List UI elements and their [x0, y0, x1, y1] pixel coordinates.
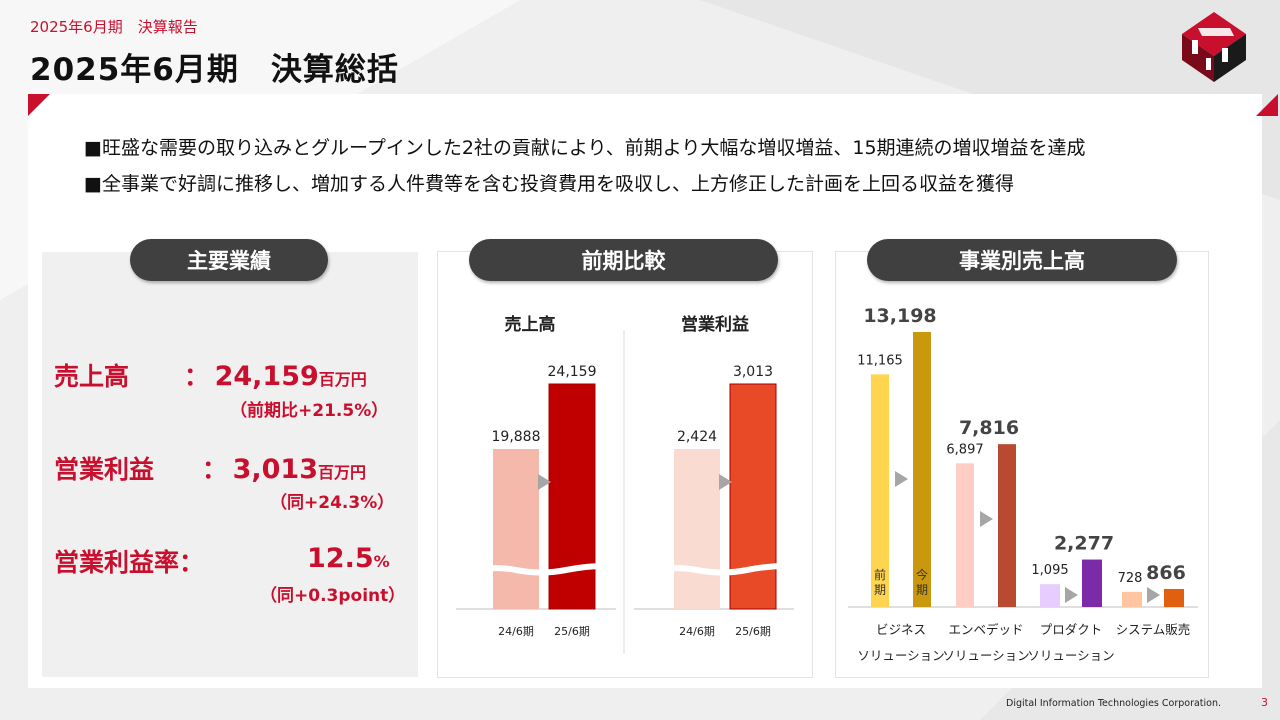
main-results-card	[42, 252, 418, 677]
segment-card	[836, 252, 1208, 677]
kpi-op-value: 3,013	[232, 454, 318, 485]
section-main-results: 主要業績	[130, 239, 328, 281]
segment-prev-bar-2	[1040, 584, 1060, 607]
bullet-1: ■旺盛な需要の取り込みとグループインした2社の貢献により、前期より大幅な増収増益…	[84, 137, 1086, 159]
kpi-margin: 営業利益率：	[54, 543, 204, 579]
segment-prev-bar-3	[1122, 591, 1142, 607]
op-chart-title: 営業利益	[681, 314, 749, 335]
segment-arrow-1	[980, 511, 993, 527]
kpi-sales-value: 24,159	[214, 361, 319, 392]
kpi-sales-note: （前期比+21.5%）	[230, 401, 389, 421]
segment-cat-3-0: システム販売	[1116, 622, 1191, 637]
sales-cat-1-0: 25/6期	[554, 625, 590, 638]
op-bar-0	[674, 449, 720, 609]
sales-bar-1	[548, 383, 596, 610]
sales-break-mark	[465, 562, 617, 576]
report-subtitle: 2025年6月期 決算報告	[30, 18, 198, 36]
segment-curr-label-2: 2,277	[1054, 533, 1114, 555]
segment-inbar-prev-0: 前	[874, 567, 886, 582]
op-cat-1-0: 25/6期	[735, 625, 771, 638]
kpi-sales-unit: 百万円	[318, 370, 367, 389]
page-title: 2025年6月期 決算総括	[30, 52, 399, 88]
op-cat-0-0: 24/6期	[679, 625, 715, 638]
segment-curr-bar-3	[1164, 588, 1184, 607]
corner-accent-right	[1256, 94, 1278, 116]
segment-curr-bar-2	[1082, 559, 1102, 607]
company-logo-icon	[1182, 12, 1246, 82]
op-break-mark	[646, 562, 798, 576]
segment-curr-label-0: 13,198	[863, 305, 936, 327]
segment-cat-0-0: ビジネス	[876, 622, 926, 637]
sales-bar-label-1: 24,159	[548, 364, 597, 380]
kpi-op-value-group: ： 3,013百万円	[202, 450, 366, 486]
segment-cat-2-1: ソリューション	[1027, 648, 1114, 663]
op-bar-label-1: 3,013	[733, 364, 773, 380]
segment-curr-label-3: 866	[1146, 562, 1186, 584]
segment-arrow-0	[895, 471, 908, 487]
page-number: 3	[1261, 696, 1268, 709]
op-bar-label-0: 2,424	[677, 429, 717, 445]
segment-arrow-2	[1065, 587, 1078, 603]
section-comparison: 前期比較	[469, 239, 778, 281]
comparison-chart: 売上高 19,888 24/6期 24,159 25/6期 営業利益 2,424 24/6期 3…	[456, 314, 798, 654]
kpi-margin-value-group: 12.5%	[307, 543, 390, 574]
bullet-2: ■全事業で好調に推移し、増加する人件費等を含む投資費用を吸収し、上方修正した計画…	[84, 173, 1014, 195]
segment-inbar-curr-0: 今	[916, 567, 928, 582]
segment-curr-bar-1	[998, 444, 1016, 607]
summary-bullets: ■旺盛な需要の取り込みとグループインした2社の貢献により、前期より大幅な増収増益…	[84, 130, 1086, 202]
segment-arrow-3	[1147, 587, 1160, 603]
op-bar-1	[729, 383, 777, 610]
segment-prev-bar-1	[956, 463, 974, 607]
kpi-sales-value-group: ： 24,159百万円	[184, 357, 367, 393]
kpi-sales: 売上高	[54, 357, 129, 393]
segment-cat-1-0: エンベデッド	[948, 622, 1023, 637]
kpi-op: 営業利益	[54, 450, 154, 486]
segment-prev-label-0: 11,165	[857, 353, 903, 368]
kpi-op-unit: 百万円	[318, 463, 367, 482]
kpi-margin-value: 12.5	[307, 543, 374, 574]
sales-bar-0	[493, 449, 539, 609]
segment-prev-bar-0	[871, 374, 889, 607]
sales-chart-title: 売上高	[505, 314, 556, 335]
corner-accent	[28, 94, 50, 116]
segment-prev-label-3: 728	[1118, 571, 1143, 586]
sales-cat-0-0: 24/6期	[498, 625, 534, 638]
kpi-op-label: 営業利益	[54, 455, 155, 484]
kpi-margin-note: （同+0.3point）	[260, 586, 406, 606]
segment-cat-2-0: プロダクト	[1040, 622, 1103, 637]
segment-curr-label-1: 7,816	[959, 417, 1019, 439]
kpi-op-note: （同+24.3%）	[270, 493, 395, 513]
kpi-op-colon: ：	[202, 455, 228, 484]
segment-cat-0-1: ソリューション	[857, 648, 944, 663]
segment-prev-label-2: 1,095	[1031, 563, 1068, 578]
section-segment-sales: 事業別売上高	[867, 239, 1177, 281]
segment-inbar-curr-1: 期	[916, 583, 928, 597]
kpi-sales-colon: ：	[184, 362, 210, 391]
kpi-sales-label: 売上高	[54, 362, 130, 391]
kpi-margin-label: 営業利益率：	[54, 548, 205, 577]
segment-curr-bar-0	[913, 332, 931, 607]
kpi-margin-unit: %	[373, 552, 390, 571]
company-footer: Digital Information Technologies Corpora…	[1006, 698, 1222, 709]
segment-cat-1-1: ソリューション	[942, 648, 1029, 663]
op-arrow	[719, 474, 732, 490]
segment-inbar-prev-1: 期	[874, 583, 886, 597]
sales-bar-label-0: 19,888	[492, 429, 541, 445]
segment-prev-label-1: 6,897	[946, 442, 983, 457]
sales-arrow	[538, 474, 551, 490]
